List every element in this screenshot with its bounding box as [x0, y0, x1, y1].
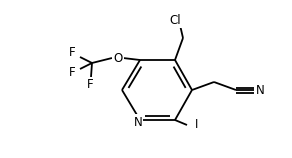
Text: N: N	[134, 115, 142, 128]
Text: I: I	[195, 118, 199, 131]
Text: F: F	[69, 46, 75, 60]
Text: F: F	[69, 67, 75, 79]
Text: N: N	[256, 83, 264, 97]
Text: Cl: Cl	[169, 13, 181, 27]
Text: O: O	[113, 52, 123, 64]
Text: F: F	[87, 79, 93, 91]
